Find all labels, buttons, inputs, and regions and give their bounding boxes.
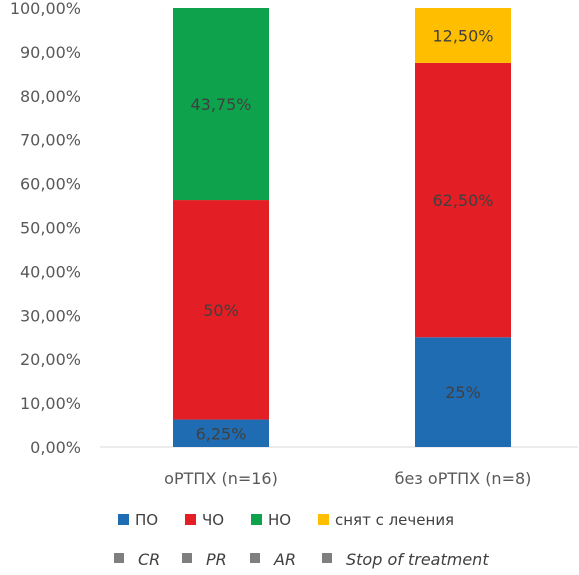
y-tick-label: 0,00%: [30, 438, 81, 457]
x-category-label: без оРТПХ (n=8): [395, 469, 532, 488]
legend-secondary-label: Stop of treatment: [346, 550, 489, 569]
legend-secondary-label: CR: [138, 550, 160, 569]
data-label: 50%: [203, 301, 239, 320]
data-label: 6,25%: [196, 424, 247, 443]
legend-secondary-swatch: [322, 553, 332, 563]
y-tick-label: 50,00%: [20, 219, 81, 238]
bar-segment: [173, 8, 269, 201]
legend-secondary-label: AR: [273, 550, 296, 569]
y-tick-label: 40,00%: [20, 262, 81, 281]
x-axis-categories: оРТПХ (n=16) без оРТПХ (n=8): [164, 469, 531, 488]
bar-segment: [415, 8, 511, 63]
y-tick-label: 20,00%: [20, 350, 81, 369]
bar-segment: [173, 419, 269, 447]
bar-segment: [415, 62, 511, 338]
data-label: 12,50%: [432, 26, 493, 45]
data-labels: 6,25% 50% 43,75% 25% 62,50% 12,50%: [190, 26, 493, 443]
y-tick-label: 60,00%: [20, 175, 81, 194]
legend-secondary-label: PR: [206, 550, 227, 569]
data-label: 62,50%: [432, 191, 493, 210]
legend-secondary-swatch: [114, 553, 124, 563]
bar-segment: [415, 337, 511, 447]
y-tick-label: 30,00%: [20, 306, 81, 325]
legend-swatch: [251, 514, 262, 525]
y-tick-label: 90,00%: [20, 43, 81, 62]
legend-label: ПО: [135, 511, 158, 529]
y-tick-label: 70,00%: [20, 131, 81, 150]
legend-swatch: [185, 514, 196, 525]
y-tick-label: 10,00%: [20, 394, 81, 413]
legend-secondary: CR PR AR Stop of treatment: [114, 550, 489, 569]
data-label: 43,75%: [190, 95, 251, 114]
legend-swatch: [318, 514, 329, 525]
y-axis-ticks: 0,00% 10,00% 20,00% 30,00% 40,00% 50,00% 60,00…: [10, 0, 81, 457]
x-category-label: оРТПХ (n=16): [164, 469, 278, 488]
legend-secondary-swatch: [250, 553, 260, 563]
bars: [173, 8, 511, 447]
legend-swatch: [118, 514, 129, 525]
y-tick-label: 100,00%: [10, 0, 81, 18]
data-label: 25%: [445, 383, 481, 402]
y-tick-label: 80,00%: [20, 87, 81, 106]
legend: ПО ЧО НО снят с лечения: [118, 511, 454, 529]
bar-segment: [173, 200, 269, 420]
legend-label: НО: [268, 511, 291, 529]
legend-label: ЧО: [202, 511, 224, 529]
legend-secondary-swatch: [182, 553, 192, 563]
legend-label: снят с лечения: [335, 511, 454, 529]
